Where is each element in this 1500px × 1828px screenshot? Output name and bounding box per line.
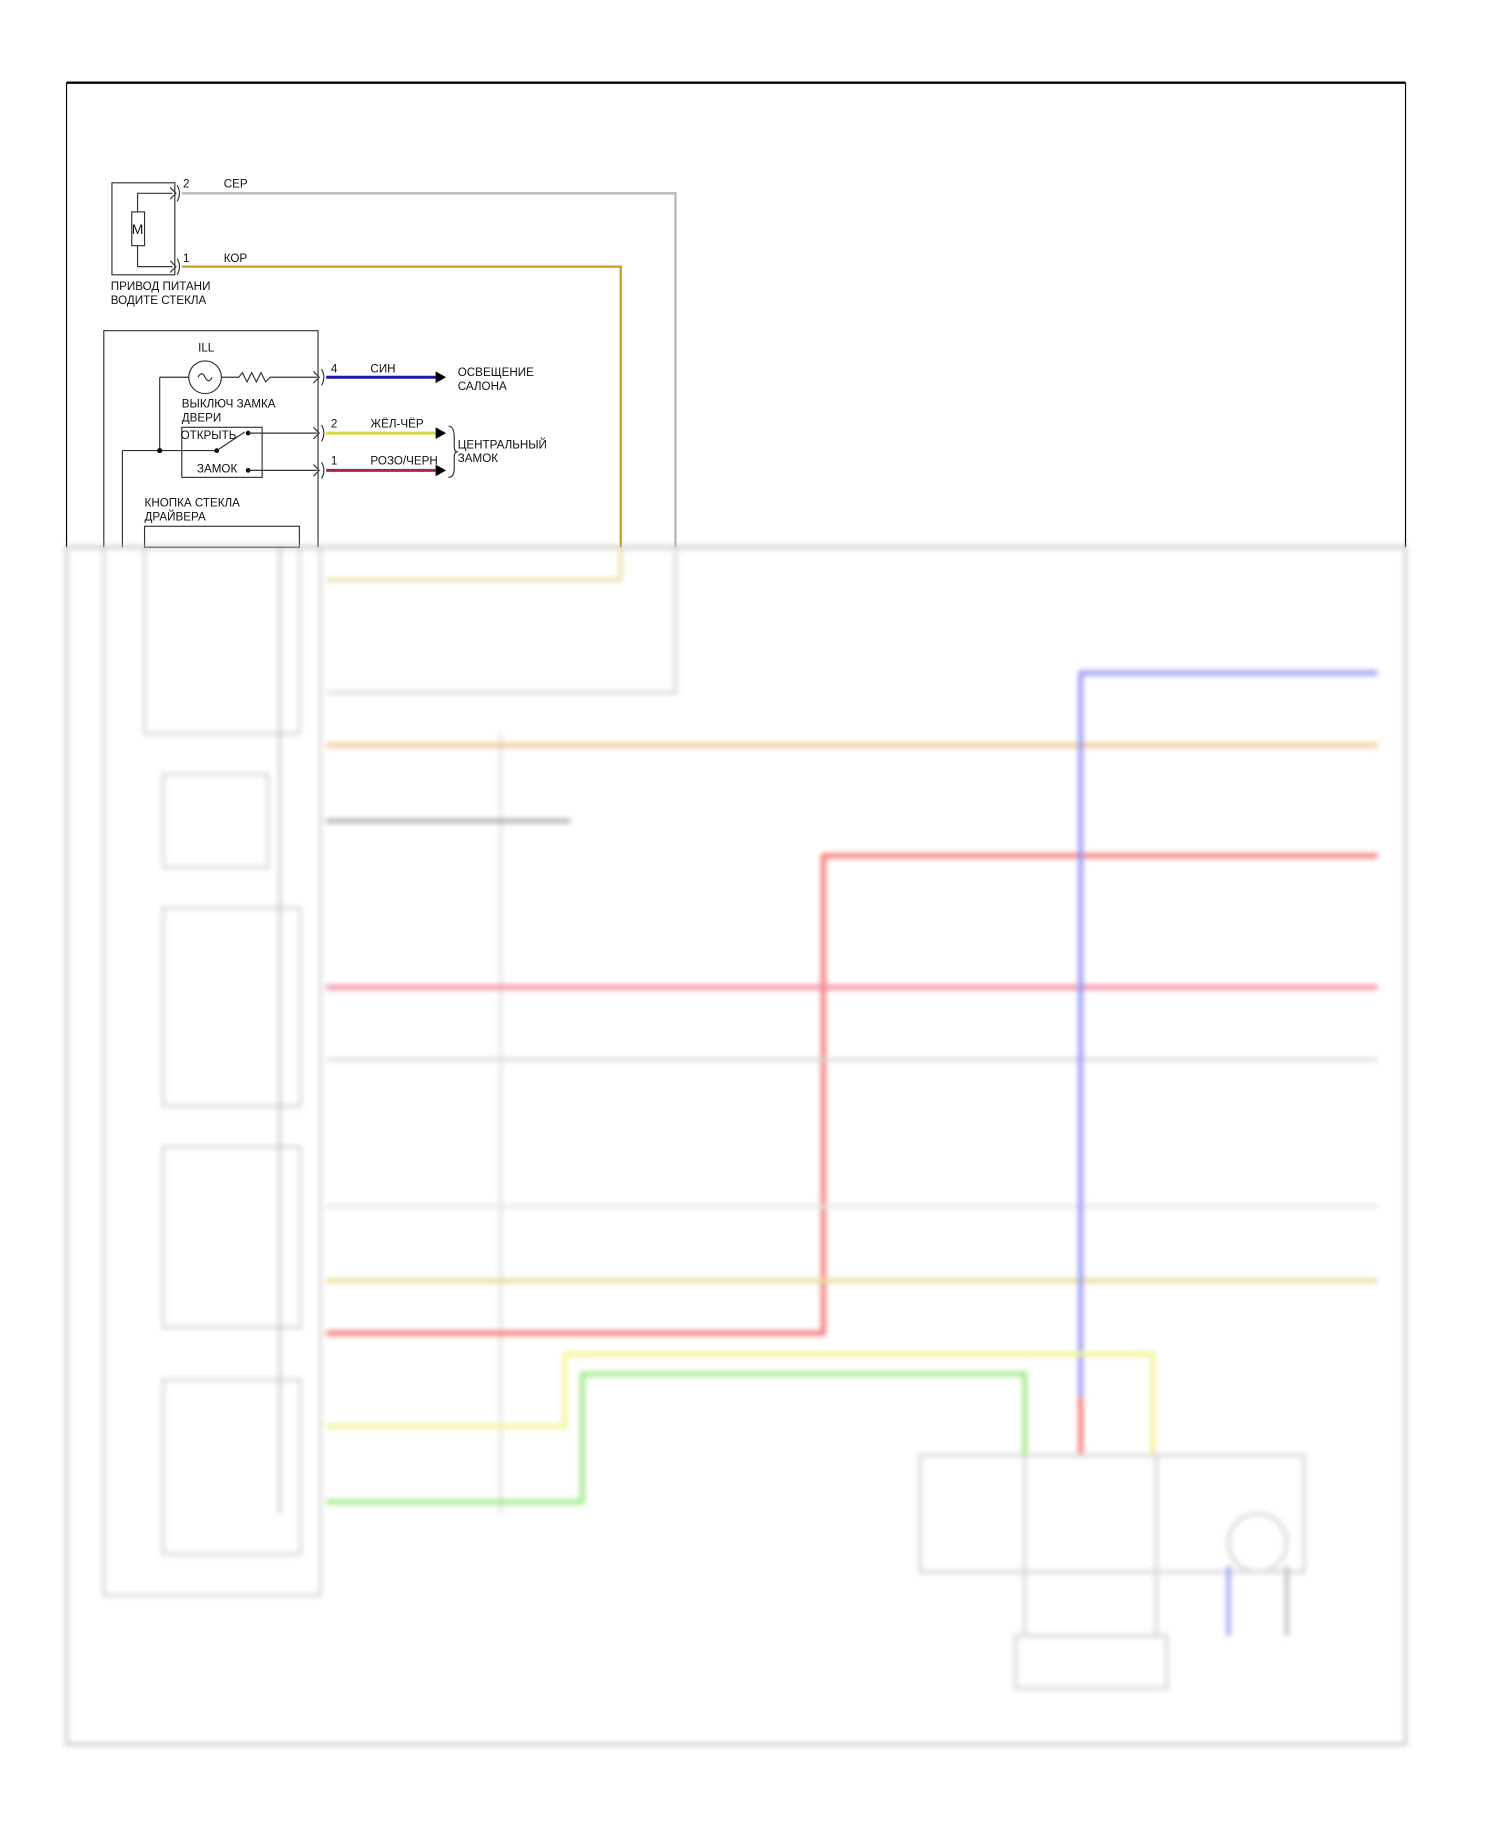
driver-button-label-1: КНОПКА СТЕКЛА	[145, 496, 241, 509]
central-lock-label-1: ЦЕНТРАЛЬНЫЙ	[458, 438, 547, 451]
wire-1-color: РОЗО/ЧЕРН	[370, 455, 437, 468]
interior-light-label-2: САЛОНА	[458, 380, 507, 393]
motor-wire-1-color: КОР	[224, 252, 248, 265]
lock-switch-label-2: ДВЕРИ	[182, 411, 222, 424]
arrow-icon	[435, 371, 447, 384]
door-lock-switch	[181, 426, 263, 478]
motor-pin-1: 1	[183, 252, 189, 265]
pin-2: 2	[331, 417, 337, 430]
motor-label-2: ВОДИТЕ СТЕКЛА	[111, 294, 207, 307]
motor-wire-2-color: СЕР	[224, 177, 248, 190]
driver-button-label-2: ДРАЙВЕРА	[145, 510, 206, 523]
brace	[448, 425, 458, 478]
pin-4: 4	[331, 363, 338, 376]
wire-2-color: ЖЁЛ-ЧЁР	[370, 417, 424, 430]
wire-grey	[181, 192, 677, 548]
open-label: ОТКРЫТЬ	[181, 429, 237, 442]
lock-label: ЗАМОК	[197, 463, 238, 476]
pin-1: 1	[331, 455, 337, 468]
ill-label: ILL	[198, 342, 215, 355]
arrow-icon	[435, 427, 447, 439]
arrow-icon	[435, 464, 447, 477]
wire-4-color: СИН	[370, 363, 395, 376]
lock-switch-label-1: ВЫКЛЮЧ ЗАМКА	[182, 398, 276, 411]
motor-label-1: ПРИВОД ПИТАНИ	[111, 280, 211, 293]
wire-gold	[181, 265, 622, 548]
central-lock-label-2: ЗАМОК	[458, 452, 499, 465]
motor-pin-2: 2	[183, 177, 189, 190]
blurred-diagram-section	[64, 545, 1408, 1746]
interior-light-label-1: ОСВЕЩЕНИЕ	[458, 366, 534, 379]
motor-symbol: M	[132, 221, 144, 237]
switch-module	[103, 330, 325, 548]
resistor-icon	[238, 371, 317, 384]
window-motor: M	[111, 182, 181, 276]
